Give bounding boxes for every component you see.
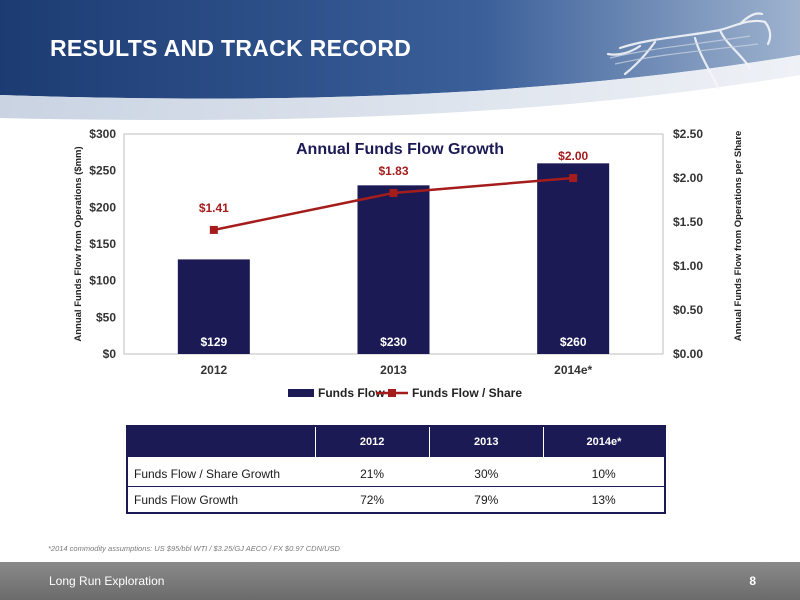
growth-table: 2012 2013 2014e* Funds Flow / Share Grow… [126, 425, 666, 514]
line-point [569, 174, 578, 182]
table-cell: 13% [591, 492, 616, 507]
y-tick-label: $250 [89, 164, 116, 178]
y2-tick-label: $2.50 [673, 127, 703, 141]
bar-funds-flow [357, 185, 430, 354]
y2-tick-label: $0.00 [673, 347, 703, 361]
header-banner [0, 0, 800, 121]
line-data-label: $1.83 [378, 164, 408, 178]
row-label: Funds Flow / Share Growth [127, 457, 315, 487]
table-header-cell: 2013 [428, 426, 544, 457]
horse-logo-icon [606, 12, 772, 90]
footer-bar: Long Run Exploration 8 [0, 562, 800, 600]
legend-label: Funds Flow / Share [412, 386, 522, 400]
table-header-row: 2012 2013 2014e* [127, 426, 665, 457]
line-data-label: $2.00 [558, 149, 588, 163]
table-cell: 79% [474, 492, 499, 507]
y2-tick-label: $1.00 [673, 259, 703, 273]
line-point [209, 225, 218, 234]
bar-funds-flow [177, 259, 250, 354]
page-number: 8 [749, 574, 756, 588]
line-data-label: $1.41 [199, 201, 229, 215]
line-point [389, 188, 398, 197]
table-cell: 30% [429, 457, 544, 487]
x-tick-label: 2012 [200, 363, 227, 377]
footnote: *2014 commodity assumptions: US $95/bbl … [48, 544, 340, 553]
y2-tick-label: $0.50 [673, 303, 703, 317]
bar-funds-flow [537, 163, 610, 354]
bar-data-label: $230 [380, 335, 407, 349]
y-tick-label: $0 [103, 347, 117, 361]
legend-swatch-marker [388, 389, 396, 397]
bar-data-label: $260 [560, 335, 587, 349]
bar-data-label: $129 [200, 335, 227, 349]
table-cell: 72% [360, 492, 385, 507]
y-tick-label: $50 [96, 310, 116, 324]
funds-flow-chart: $0 $50 $100 $150 $200 $250 $300 $0.00 $0.50 $1.00… [73, 127, 744, 400]
table-row: Funds Flow / Share Growth 21% 30% 10% [127, 457, 665, 487]
y-tick-label: $100 [89, 274, 116, 288]
chart-title: Annual Funds Flow Growth [296, 141, 504, 158]
y2-tick-label: $1.50 [673, 215, 703, 229]
y-tick-label: $200 [89, 200, 116, 214]
table-cell: 21% [315, 457, 430, 487]
y-tick-label: $150 [89, 237, 116, 251]
footer-company: Long Run Exploration [49, 574, 165, 588]
table-cell: 10% [543, 457, 665, 487]
page-title: RESULTS AND TRACK RECORD [50, 35, 412, 61]
y2-axis-title: Annual Funds Flow from Operations per Sh… [733, 131, 744, 342]
legend-label: Funds Flow [318, 386, 385, 400]
y-tick-label: $300 [89, 127, 116, 141]
legend-swatch-bar [288, 389, 314, 397]
table-row: Funds Flow Growth 72% 79% 13% [127, 487, 665, 514]
x-tick-label: 2014e* [554, 363, 592, 377]
x-tick-label: 2013 [380, 363, 407, 377]
y-axis-title: Annual Funds Flow from Operations ($mm) [73, 146, 84, 341]
row-label: Funds Flow Growth [134, 492, 239, 507]
table-header-cell [127, 426, 315, 457]
table-header-cell: 2012 [314, 426, 430, 457]
y2-tick-label: $2.00 [673, 171, 703, 185]
table-header-cell: 2014e* [542, 426, 665, 457]
